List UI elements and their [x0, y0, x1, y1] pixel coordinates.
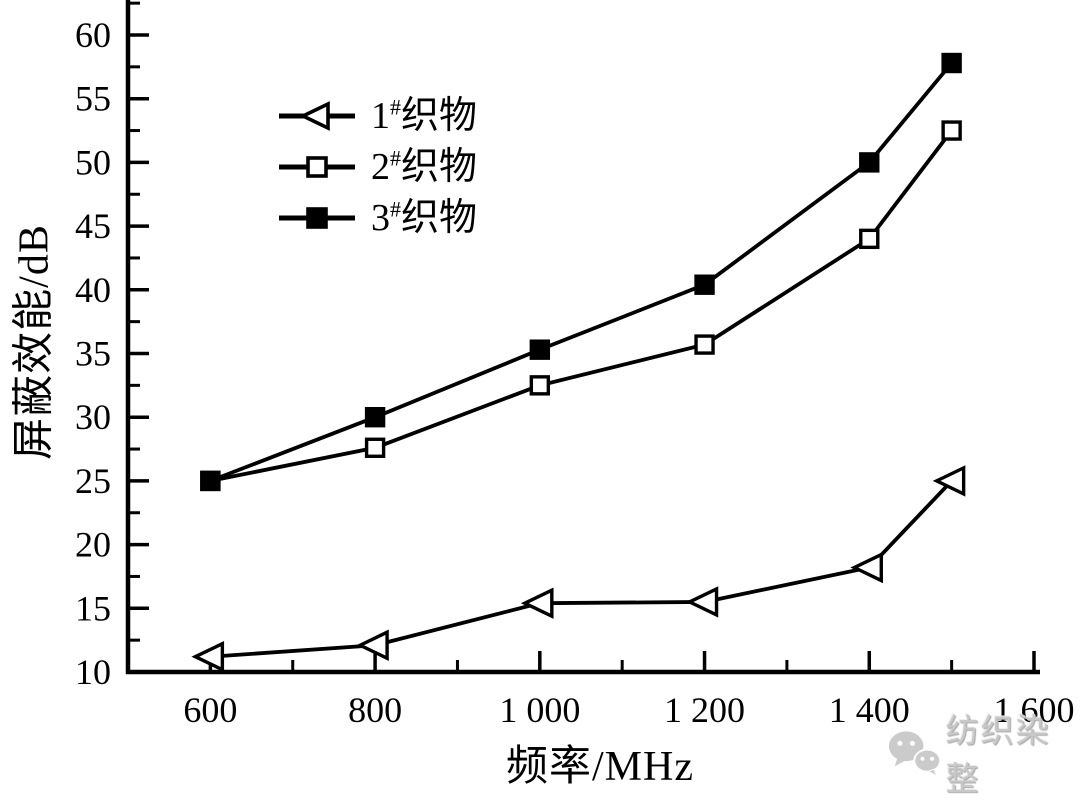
marker-triangle-left-open-s1: [685, 586, 719, 618]
x-tick-label: 1 000: [499, 690, 580, 730]
x-tick-label: 1 400: [829, 690, 910, 730]
y-tick-label: 15: [75, 588, 111, 628]
legend-label-3-sup: #: [390, 196, 401, 222]
marker-square-open-s2: [694, 334, 715, 355]
watermark-text: 纺织染整: [945, 714, 1051, 798]
legend-label-2: 2#织物: [371, 145, 478, 188]
square-open-marker-icon: [279, 156, 355, 178]
legend-label-2-sup: #: [390, 145, 401, 171]
marker-square-filled-s3: [941, 52, 962, 74]
y-tick-label: 50: [75, 142, 111, 182]
marker-square-filled-s3: [859, 152, 880, 173]
legend-label-1-num: 1: [371, 95, 390, 137]
series-line-3: [209, 61, 954, 483]
marker-triangle-left-open-s1: [191, 641, 225, 673]
legend-label-2-num: 2: [371, 146, 390, 188]
y-tick-label: 25: [75, 461, 111, 501]
marker-square-open-s2: [364, 437, 386, 458]
marker-square-filled-s3: [364, 407, 386, 428]
x-axis-title: 频率/MHz: [506, 744, 694, 790]
y-tick-label: 20: [75, 525, 111, 565]
y-axis-title: 屏蔽效能/dB: [11, 224, 58, 460]
marker-triangle-left-open-s1: [356, 629, 389, 661]
legend-label-1-sup: #: [390, 94, 401, 120]
y-tick-label: 40: [75, 270, 111, 310]
legend-item-2: 2#织物: [276, 145, 477, 189]
marker-triangle-left-open-s1: [932, 465, 966, 497]
y-tick-label: 45: [75, 206, 111, 246]
legend-label-3-num: 3: [371, 197, 390, 239]
marker-square-filled-s3: [529, 339, 551, 360]
legend-item-1: 1#织物: [276, 94, 477, 138]
y-tick-label: 55: [75, 79, 111, 119]
legend-item-3: 3#织物: [276, 196, 477, 240]
square-filled-marker-icon: [279, 207, 355, 229]
legend-label-2-text: 织物: [401, 146, 478, 188]
marker-square-filled-s3: [200, 470, 221, 492]
x-tick-label: 1 600: [994, 690, 1075, 730]
series-line-2: [209, 129, 954, 483]
y-tick-label: 35: [75, 334, 111, 374]
x-tick-label: 800: [348, 690, 402, 730]
legend-label-3: 3#织物: [371, 196, 478, 239]
y-tick-label: 60: [75, 15, 111, 55]
legend-label-3-text: 织物: [401, 197, 478, 239]
wechat-icon: [888, 731, 942, 778]
y-tick-label: 10: [75, 652, 111, 692]
triangle-left-open-marker-icon: [279, 101, 355, 131]
legend-label-1-text: 织物: [401, 95, 478, 137]
marker-square-filled-s3: [694, 274, 715, 295]
legend: 1#织物 2#织物 3#织物: [276, 94, 477, 247]
x-tick-label: 1 200: [664, 690, 745, 730]
legend-label-1: 1#织物: [371, 94, 478, 137]
x-tick-label: 600: [183, 690, 237, 730]
watermark: 纺织染整: [886, 704, 1080, 800]
marker-square-open-s2: [529, 375, 551, 396]
marker-square-open-s2: [941, 120, 962, 141]
marker-square-open-s2: [859, 228, 880, 250]
marker-triangle-left-open-s1: [520, 587, 554, 619]
marker-triangle-left-open-s1: [850, 551, 883, 584]
series-line-1: [210, 479, 954, 659]
y-tick-label: 30: [75, 397, 111, 437]
